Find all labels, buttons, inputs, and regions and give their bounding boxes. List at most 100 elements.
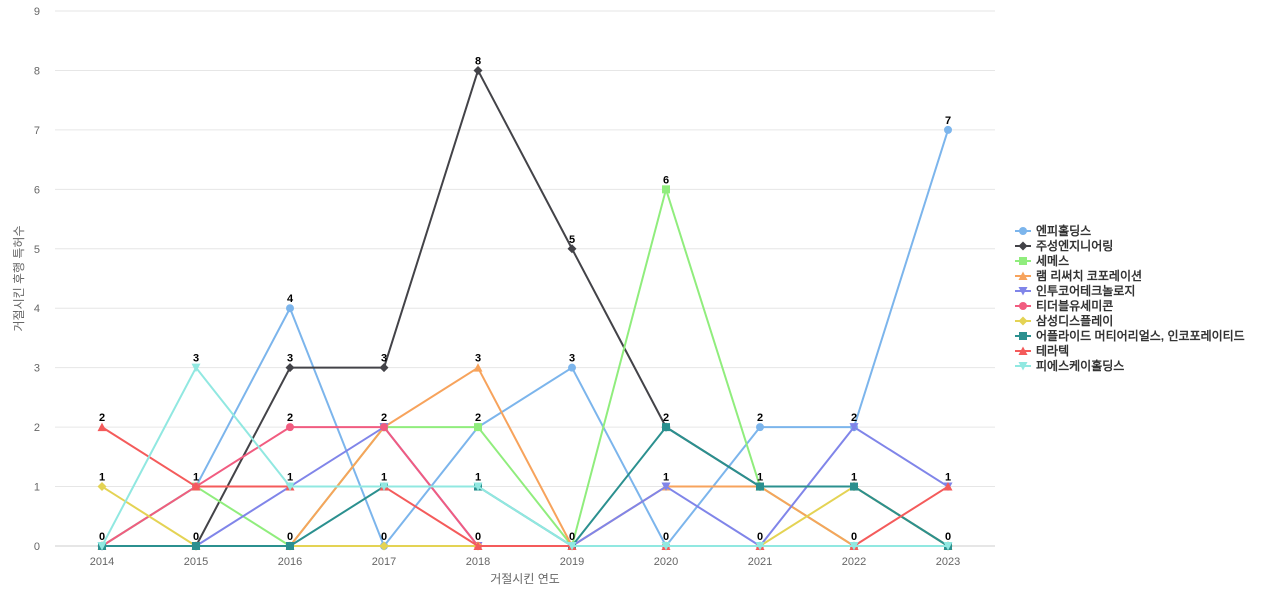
legend-label: 테라텍 bbox=[1036, 343, 1069, 358]
legend-item[interactable]: 세메스 bbox=[1015, 253, 1069, 268]
y-tick-label: 1 bbox=[34, 482, 40, 494]
data-point[interactable] bbox=[849, 542, 859, 551]
data-point[interactable] bbox=[944, 125, 952, 134]
data-point[interactable] bbox=[850, 482, 858, 491]
data-label: 0 bbox=[193, 531, 199, 543]
legend-marker[interactable] bbox=[1018, 271, 1028, 281]
data-label: 1 bbox=[851, 472, 857, 484]
data-label: 2 bbox=[381, 412, 387, 424]
data-point[interactable] bbox=[567, 542, 577, 551]
data-point[interactable] bbox=[943, 542, 953, 551]
data-point[interactable] bbox=[286, 423, 294, 432]
data-point[interactable] bbox=[661, 482, 671, 492]
legend-marker[interactable] bbox=[1019, 257, 1027, 265]
data-point[interactable] bbox=[285, 482, 295, 492]
legend-item[interactable]: 어플라이드 머티어리얼스, 인코포레이티드 bbox=[1015, 328, 1245, 343]
legend-marker[interactable] bbox=[1018, 287, 1028, 296]
legend-item[interactable]: 테라텍 bbox=[1015, 343, 1069, 358]
data-label: 3 bbox=[381, 353, 387, 365]
data-label: 0 bbox=[569, 531, 575, 543]
data-label: 2 bbox=[757, 412, 763, 424]
legend-item[interactable]: 램 리써치 코포레이션 bbox=[1015, 268, 1142, 283]
data-point[interactable] bbox=[567, 244, 577, 254]
data-point[interactable] bbox=[943, 482, 953, 491]
data-point[interactable] bbox=[380, 423, 388, 432]
data-point[interactable] bbox=[473, 65, 483, 75]
data-label: 4 bbox=[287, 293, 294, 305]
data-label: 5 bbox=[569, 234, 575, 246]
data-label: 0 bbox=[99, 531, 105, 543]
legend-marker[interactable] bbox=[1018, 346, 1028, 356]
y-axis: 0 1 2 3 4 5 6 7 8 9 bbox=[34, 6, 40, 553]
x-axis: 2014 2015 2016 2017 2018 2019 2020 2021 2022 2023 bbox=[90, 556, 960, 568]
legend-label: 티더블유세미콘 bbox=[1036, 298, 1113, 313]
legend-label: 주성엔지니어링 bbox=[1036, 238, 1113, 253]
data-point[interactable] bbox=[379, 363, 389, 373]
data-point[interactable] bbox=[568, 363, 576, 372]
data-point[interactable] bbox=[191, 482, 201, 491]
data-label: 0 bbox=[945, 531, 951, 543]
x-tick-label: 2023 bbox=[936, 556, 960, 568]
series-line[interactable] bbox=[101, 366, 948, 547]
data-point[interactable] bbox=[286, 304, 294, 313]
y-axis-title: 거절시킨 후행 특허수 bbox=[11, 225, 26, 331]
data-label: 1 bbox=[475, 472, 481, 484]
legend-marker[interactable] bbox=[1019, 332, 1027, 340]
data-point[interactable] bbox=[97, 542, 107, 551]
x-axis-title: 거절시킨 연도 bbox=[490, 572, 560, 586]
data-point[interactable] bbox=[473, 482, 483, 492]
data-point[interactable] bbox=[473, 541, 483, 551]
grid-lines bbox=[55, 10, 995, 547]
data-label: 1 bbox=[287, 472, 293, 484]
data-point[interactable] bbox=[379, 541, 389, 551]
data-label: 1 bbox=[663, 472, 669, 484]
x-tick-label: 2020 bbox=[654, 556, 678, 568]
data-point[interactable] bbox=[97, 422, 107, 432]
data-label: 2 bbox=[475, 412, 481, 424]
data-point[interactable] bbox=[662, 423, 670, 432]
x-tick-label: 2018 bbox=[466, 556, 490, 568]
data-label: 1 bbox=[381, 472, 387, 484]
series[interactable] bbox=[97, 363, 953, 551]
legend-item[interactable]: 피에스케이홀딩스 bbox=[1015, 358, 1124, 373]
y-tick-label: 8 bbox=[34, 65, 40, 77]
data-label: 3 bbox=[193, 353, 199, 365]
series-line[interactable] bbox=[102, 366, 948, 547]
data-point[interactable] bbox=[661, 542, 671, 551]
legend-marker[interactable] bbox=[1019, 227, 1027, 235]
data-label: 1 bbox=[945, 472, 951, 484]
legend-item[interactable]: 엔피홀딩스 bbox=[1015, 223, 1091, 238]
data-point[interactable] bbox=[97, 482, 107, 492]
data-point[interactable] bbox=[191, 363, 201, 373]
legend-label: 세메스 bbox=[1036, 253, 1069, 268]
y-tick-label: 4 bbox=[34, 303, 40, 315]
data-point[interactable] bbox=[756, 423, 764, 432]
data-point[interactable] bbox=[474, 423, 482, 432]
legend-item[interactable]: 티더블유세미콘 bbox=[1015, 298, 1113, 313]
legend-marker[interactable] bbox=[1018, 316, 1028, 326]
legend-item[interactable]: 인투코어테크놀로지 bbox=[1015, 283, 1135, 298]
legend-marker[interactable] bbox=[1019, 302, 1027, 310]
data-point[interactable] bbox=[473, 363, 483, 372]
legend-item[interactable]: 주성엔지니어링 bbox=[1015, 238, 1113, 253]
data-point[interactable] bbox=[192, 542, 200, 550]
data-point[interactable] bbox=[756, 482, 764, 491]
legend-marker[interactable] bbox=[1018, 241, 1028, 251]
data-point[interactable] bbox=[662, 185, 670, 194]
data-point[interactable] bbox=[755, 542, 765, 551]
legend-label: 램 리써치 코포레이션 bbox=[1036, 268, 1142, 283]
series[interactable] bbox=[97, 363, 953, 550]
y-tick-label: 5 bbox=[34, 244, 40, 256]
data-point[interactable] bbox=[849, 423, 859, 432]
legend-label: 엔피홀딩스 bbox=[1036, 223, 1091, 238]
data-label: 2 bbox=[851, 412, 857, 424]
data-point[interactable] bbox=[379, 482, 389, 492]
legend-item[interactable]: 삼성디스플레이 bbox=[1015, 313, 1113, 328]
data-point[interactable] bbox=[286, 542, 294, 550]
series-line[interactable] bbox=[101, 129, 949, 547]
data-point[interactable] bbox=[285, 363, 295, 373]
y-tick-label: 3 bbox=[34, 363, 40, 375]
legend-marker[interactable] bbox=[1018, 362, 1028, 371]
